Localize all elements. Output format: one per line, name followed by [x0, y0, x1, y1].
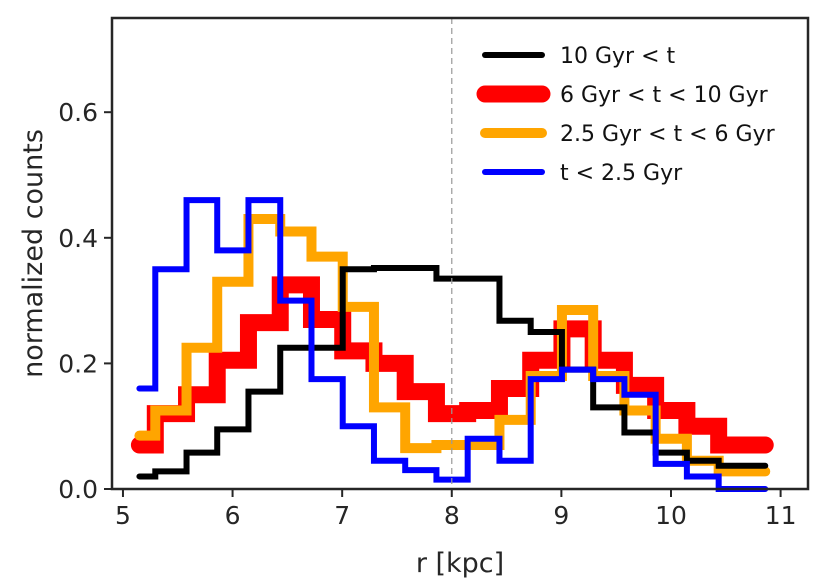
- series-line-3: [136, 197, 769, 492]
- legend-label-1: 6 Gyr < t < 10 Gyr: [560, 83, 769, 108]
- legend-label-0: 10 Gyr < t: [560, 44, 676, 69]
- y-axis-label: normalized counts: [18, 129, 49, 378]
- y-tick-label: 0.6: [58, 98, 98, 127]
- y-tick-label: 0.0: [58, 475, 98, 504]
- y-axis: 0.0 0.2 0.4 0.6: [58, 98, 112, 504]
- legend-label-2: 2.5 Gyr < t < 6 Gyr: [560, 122, 776, 147]
- x-tick-label: 7: [334, 501, 350, 530]
- x-tick-label: 5: [115, 501, 131, 530]
- y-tick-label: 0.4: [58, 224, 98, 253]
- x-tick-label: 11: [765, 501, 797, 530]
- x-tick-label: 9: [553, 501, 569, 530]
- x-tick-label: 10: [655, 501, 687, 530]
- x-tick-label: 6: [225, 501, 241, 530]
- y-tick-label: 0.2: [58, 349, 98, 378]
- x-axis: 5 6 7 8 9 10 11: [115, 489, 797, 530]
- plot-frame: [110, 16, 810, 491]
- x-tick-label: 8: [444, 501, 460, 530]
- legend-label-3: t < 2.5 Gyr: [560, 161, 683, 186]
- legend: 10 Gyr < t 6 Gyr < t < 10 Gyr 2.5 Gyr < t …: [476, 44, 776, 186]
- x-axis-label: r [kpc]: [416, 548, 504, 579]
